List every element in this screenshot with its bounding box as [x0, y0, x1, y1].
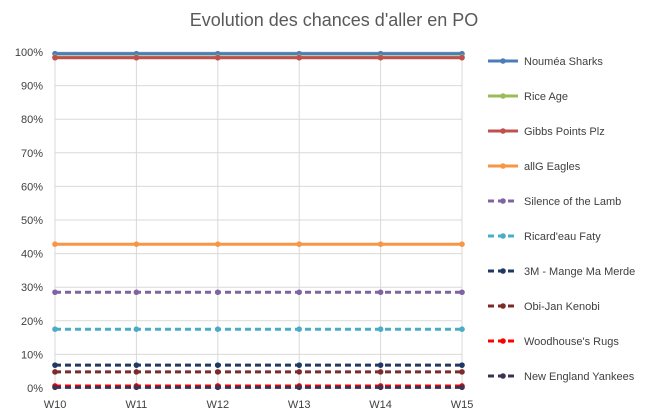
- data-point: [377, 369, 384, 375]
- x-tick-label: W11: [125, 399, 147, 411]
- data-point: [459, 369, 465, 375]
- data-point: [459, 289, 465, 296]
- y-tick-label: 20%: [21, 316, 43, 328]
- data-point: [133, 369, 140, 375]
- data-point: [133, 326, 140, 333]
- x-tick-label: W15: [451, 399, 474, 411]
- data-point: [215, 362, 221, 368]
- data-point: [377, 384, 384, 391]
- y-tick-label: 40%: [21, 249, 43, 261]
- data-point: [52, 54, 58, 61]
- legend-label: 3M - Mange Ma Merde: [524, 266, 635, 278]
- data-point: [52, 362, 58, 368]
- legend-marker: [500, 373, 506, 379]
- legend-marker: [500, 198, 506, 204]
- legend-marker: [500, 128, 506, 134]
- legend-label: Rice Age: [524, 91, 568, 103]
- data-point: [296, 369, 303, 375]
- data-point: [215, 384, 221, 391]
- y-tick-label: 70%: [21, 148, 43, 160]
- data-point: [215, 289, 221, 296]
- data-point: [296, 289, 303, 296]
- legend-marker: [500, 58, 506, 64]
- x-tick-label: W13: [288, 399, 311, 411]
- legend-marker: [500, 93, 506, 99]
- data-point: [215, 326, 221, 333]
- y-tick-label: 0%: [27, 383, 43, 395]
- data-point: [133, 289, 140, 296]
- data-point: [296, 362, 303, 368]
- data-point: [377, 326, 384, 333]
- data-point: [377, 54, 384, 61]
- legend-marker: [500, 303, 506, 309]
- y-tick-label: 100%: [15, 47, 43, 59]
- data-point: [459, 54, 465, 61]
- data-point: [377, 362, 384, 368]
- data-point: [133, 54, 140, 61]
- legend-label: Gibbs Points Plz: [524, 126, 605, 138]
- data-point: [52, 369, 58, 375]
- data-point: [215, 241, 221, 247]
- data-point: [133, 384, 140, 391]
- legend-marker: [500, 233, 506, 239]
- data-point: [459, 241, 465, 247]
- data-point: [133, 362, 140, 368]
- data-point: [296, 241, 303, 247]
- data-point: [52, 384, 58, 391]
- legend-label: Ricard'eau Faty: [524, 231, 601, 243]
- y-tick-label: 80%: [21, 114, 43, 126]
- y-tick-label: 30%: [21, 282, 43, 294]
- legend-label: New England Yankees: [524, 371, 635, 383]
- legend-marker: [500, 268, 506, 274]
- data-point: [52, 241, 58, 247]
- x-tick-label: W10: [44, 399, 67, 411]
- legend-label: Woodhouse's Rugs: [524, 336, 619, 348]
- y-tick-label: 60%: [21, 181, 43, 193]
- legend-label: Silence of the Lamb: [524, 196, 621, 208]
- data-point: [296, 384, 303, 391]
- legend-marker: [500, 163, 506, 169]
- data-point: [296, 326, 303, 333]
- chart-title: Evolution des chances d'aller en PO: [189, 10, 479, 30]
- data-point: [52, 326, 58, 333]
- y-tick-label: 50%: [21, 215, 43, 227]
- data-point: [133, 241, 140, 247]
- data-point: [459, 384, 465, 391]
- data-point: [459, 326, 465, 333]
- y-tick-label: 90%: [21, 81, 43, 93]
- legend-marker: [500, 338, 506, 344]
- data-point: [215, 369, 221, 375]
- data-point: [215, 54, 221, 61]
- legend-label: Obi-Jan Kenobi: [524, 301, 600, 313]
- legend-label: allG Eagles: [524, 161, 581, 173]
- x-tick-label: W14: [369, 399, 392, 411]
- data-point: [52, 289, 58, 296]
- y-tick-label: 10%: [21, 349, 43, 361]
- data-point: [377, 289, 384, 296]
- x-tick-label: W12: [206, 399, 229, 411]
- data-point: [377, 241, 384, 247]
- data-point: [296, 54, 303, 61]
- data-point: [459, 362, 465, 368]
- legend-label: Nouméa Sharks: [524, 56, 603, 68]
